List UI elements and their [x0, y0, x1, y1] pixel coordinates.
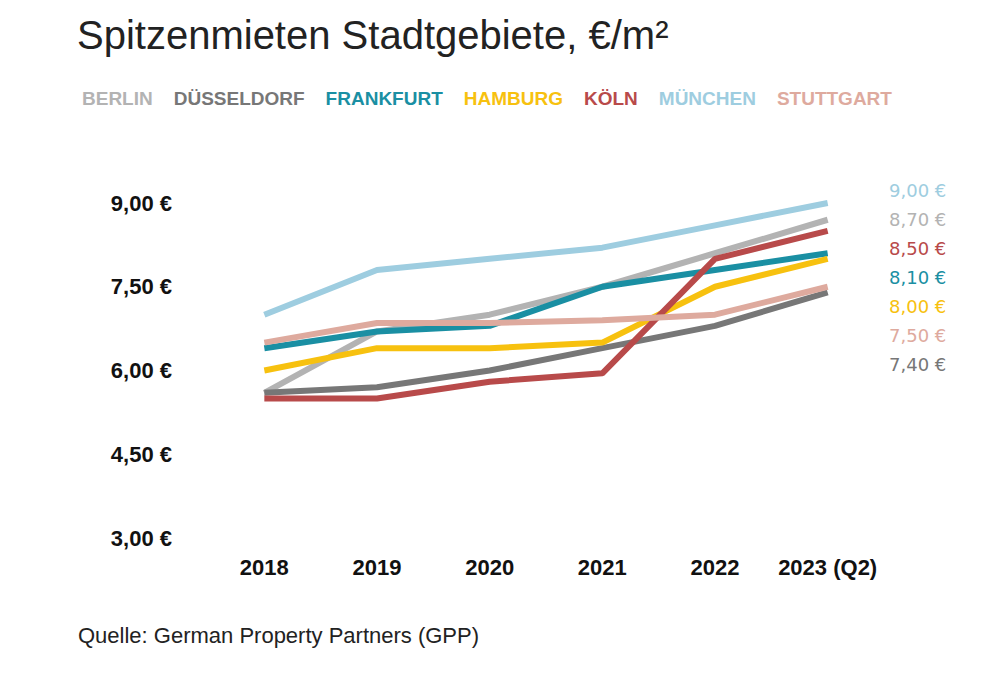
svg-text:7,40 €: 7,40 €	[889, 354, 946, 375]
svg-text:2019: 2019	[353, 555, 402, 580]
svg-text:BERLIN: BERLIN	[82, 88, 153, 109]
svg-text:3,00 €: 3,00 €	[111, 526, 172, 551]
svg-text:MÜNCHEN: MÜNCHEN	[659, 88, 756, 109]
svg-text:8,10 €: 8,10 €	[889, 267, 946, 288]
svg-text:STUTTGART: STUTTGART	[777, 88, 892, 109]
svg-text:2023 (Q2): 2023 (Q2)	[778, 555, 877, 580]
svg-text:7,50 €: 7,50 €	[111, 274, 172, 299]
svg-text:8,70 €: 8,70 €	[889, 209, 946, 230]
svg-text:KÖLN: KÖLN	[584, 88, 638, 109]
svg-text:2020: 2020	[465, 555, 514, 580]
svg-text:9,00 €: 9,00 €	[111, 191, 172, 216]
svg-text:FRANKFURT: FRANKFURT	[326, 88, 444, 109]
svg-text:2021: 2021	[578, 555, 627, 580]
svg-text:Spitzenmieten Stadtgebiete, €/: Spitzenmieten Stadtgebiete, €/m²	[77, 13, 668, 57]
svg-text:DÜSSELDORF: DÜSSELDORF	[174, 88, 305, 109]
svg-text:8,50 €: 8,50 €	[889, 238, 946, 259]
svg-text:6,00 €: 6,00 €	[111, 358, 172, 383]
svg-text:9,00 €: 9,00 €	[889, 180, 946, 201]
svg-text:2022: 2022	[691, 555, 740, 580]
svg-text:8,00 €: 8,00 €	[889, 296, 946, 317]
svg-text:7,50 €: 7,50 €	[889, 325, 946, 346]
svg-text:2018: 2018	[240, 555, 289, 580]
svg-text:4,50 €: 4,50 €	[111, 442, 172, 467]
svg-text:HAMBURG: HAMBURG	[464, 88, 563, 109]
svg-text:Quelle: German Property Partne: Quelle: German Property Partners (GPP)	[78, 623, 479, 648]
